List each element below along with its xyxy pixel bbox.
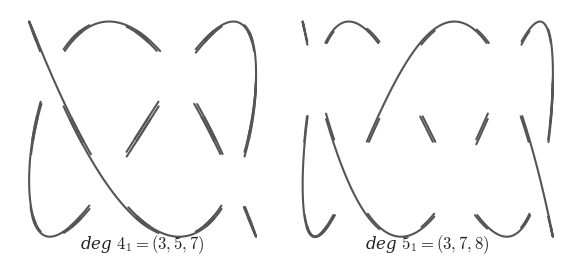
Text: deg $5_1 = (3, 7, 8)$: deg $5_1 = (3, 7, 8)$ (365, 233, 490, 256)
Text: deg $4_1 = (3, 5, 7)$: deg $4_1 = (3, 5, 7)$ (80, 233, 205, 256)
